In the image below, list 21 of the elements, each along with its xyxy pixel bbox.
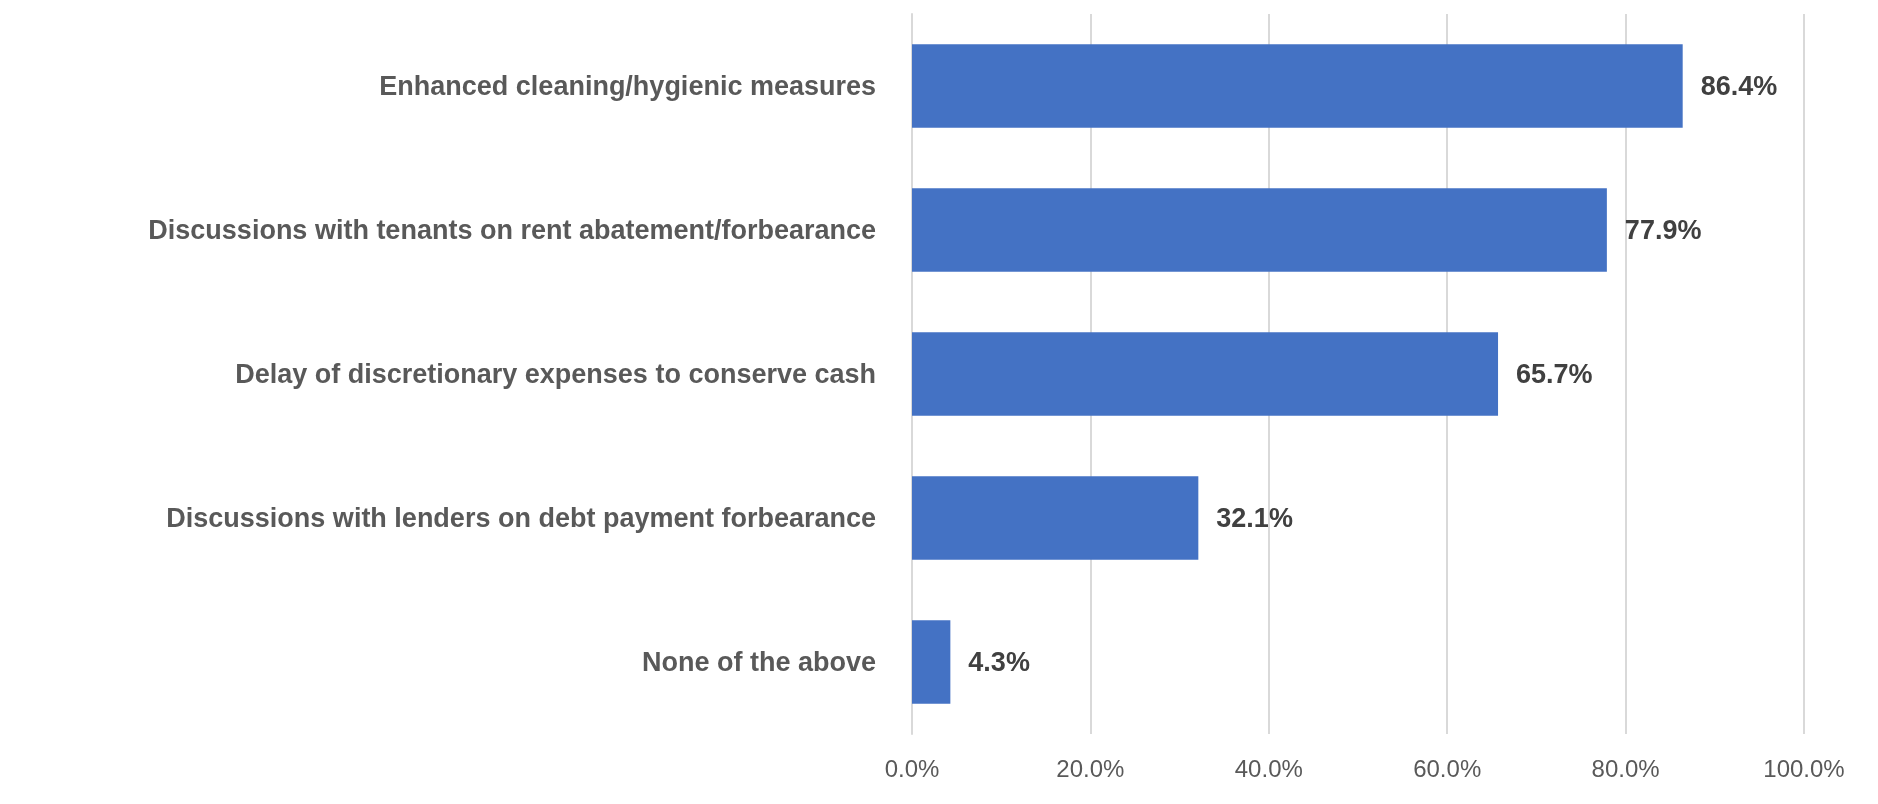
y-tick-label: None of the above — [641, 647, 876, 677]
data-label: 4.3% — [968, 647, 1030, 677]
bar — [912, 44, 1683, 128]
bar — [912, 620, 951, 704]
data-label: 77.9% — [1624, 215, 1702, 245]
x-tick-label: 60.0% — [1413, 754, 1482, 782]
y-tick-label: Discussions with lenders on debt payment forbearance — [166, 503, 876, 533]
x-tick-label: 0.0% — [884, 754, 940, 782]
data-label: 65.7% — [1516, 359, 1593, 389]
data-label: 32.1% — [1216, 503, 1293, 533]
y-tick-label: Enhanced cleaning/hygienic measures — [379, 71, 876, 101]
bar — [912, 188, 1607, 272]
y-tick-label: Discussions with tenants on rent abatement/forbearance — [148, 215, 876, 245]
x-tick-label: 20.0% — [1056, 754, 1125, 782]
data-label: 86.4% — [1700, 71, 1778, 101]
bar — [912, 332, 1499, 416]
x-tick-label: 80.0% — [1591, 754, 1660, 782]
y-tick-label: Delay of discretionary expenses to conserve cash — [235, 359, 876, 389]
bar — [912, 476, 1199, 560]
x-tick-label: 100.0% — [1763, 754, 1845, 782]
x-tick-label: 40.0% — [1234, 754, 1303, 782]
